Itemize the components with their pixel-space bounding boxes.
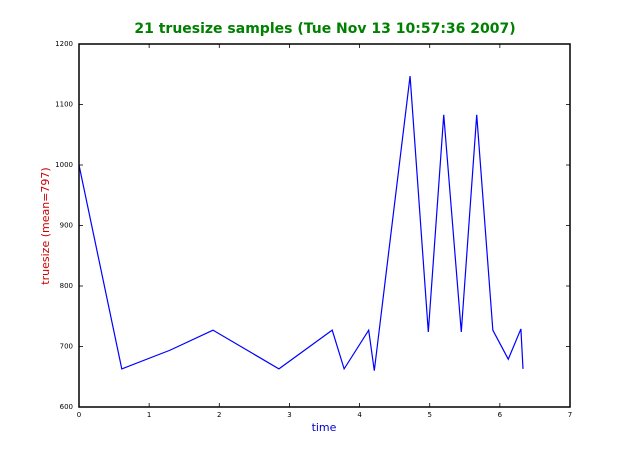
y-axis-label: truesize (mean=797) [39, 167, 52, 284]
y-tick-label: 800 [60, 282, 73, 290]
y-tick-label: 1000 [55, 161, 73, 169]
y-tick-label: 1200 [55, 40, 73, 48]
x-tick-label: 2 [217, 411, 221, 419]
y-tick-label: 1100 [55, 101, 73, 109]
chart-title: 21 truesize samples (Tue Nov 13 10:57:36… [134, 21, 515, 37]
x-axis-label: time [312, 421, 337, 434]
y-tick-label: 600 [60, 403, 73, 411]
x-tick-label: 1 [147, 411, 151, 419]
x-tick-label: 3 [287, 411, 291, 419]
x-tick-label: 7 [568, 411, 572, 419]
y-tick-label: 900 [60, 222, 73, 230]
x-tick-label: 0 [77, 411, 81, 419]
x-tick-label: 4 [357, 411, 362, 419]
plot-frame [78, 43, 571, 408]
x-tick-label: 6 [498, 411, 503, 419]
data-line [78, 75, 524, 371]
x-tick-label: 5 [427, 411, 431, 419]
y-tick-label: 700 [60, 343, 73, 351]
